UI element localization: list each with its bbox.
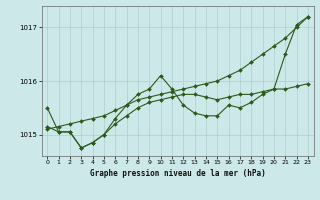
X-axis label: Graphe pression niveau de la mer (hPa): Graphe pression niveau de la mer (hPa) — [90, 169, 266, 178]
